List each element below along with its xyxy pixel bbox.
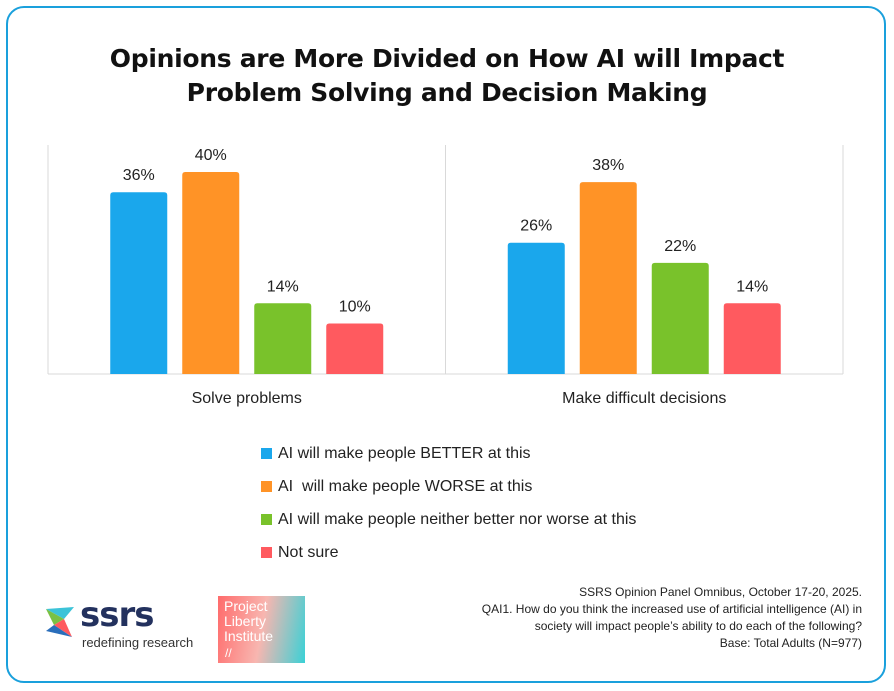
bar xyxy=(723,303,781,374)
source-line-2: QAI1. How do you think the increased use… xyxy=(481,602,862,616)
data-label: 36% xyxy=(123,167,155,184)
legend-swatch-not-sure xyxy=(261,547,272,558)
data-label: 22% xyxy=(664,238,696,255)
legend-label-worse: AI will make people WORSE at this xyxy=(278,477,533,495)
bar xyxy=(651,262,709,374)
data-label: 26% xyxy=(520,218,552,235)
legend-label-better: AI will make people BETTER at this xyxy=(278,444,531,462)
category-label: Make difficult decisions xyxy=(562,390,726,407)
project-liberty-line-2: Liberty xyxy=(224,613,267,629)
project-liberty-name: Project Liberty Institute xyxy=(224,599,273,644)
project-liberty-line-3: Institute xyxy=(224,628,274,644)
chart-title: Opinions are More Divided on How AI will… xyxy=(20,42,874,110)
source-line-4: Base: Total Adults (N=977) xyxy=(719,636,862,650)
chart-title-line-1: Opinions are More Divided on How AI will… xyxy=(109,44,785,73)
bar xyxy=(507,242,565,374)
legend-label-neither: AI will make people neither better nor w… xyxy=(278,510,637,528)
legend-item-neither: AI will make people neither better nor w… xyxy=(261,503,636,536)
bar xyxy=(110,192,168,374)
source-line-1: SSRS Opinion Panel Omnibus, October 17-2… xyxy=(579,585,862,599)
bar xyxy=(254,303,312,374)
legend: AI will make people BETTER at this AI wi… xyxy=(261,437,636,569)
bar xyxy=(579,182,637,374)
project-liberty-mark: // xyxy=(225,646,232,660)
legend-swatch-better xyxy=(261,448,272,459)
source-note: SSRS Opinion Panel Omnibus, October 17-2… xyxy=(482,584,862,652)
legend-label-not-sure: Not sure xyxy=(278,543,339,561)
data-label: 10% xyxy=(339,299,371,316)
bar xyxy=(182,172,240,374)
ssrs-tagline: redefining research xyxy=(82,635,194,650)
ssrs-wordmark: ssrs xyxy=(80,595,154,635)
project-liberty-line-1: Project xyxy=(224,598,268,614)
data-label: 14% xyxy=(736,278,768,295)
chart-title-line-2: Problem Solving and Decision Making xyxy=(186,78,708,107)
data-label: 40% xyxy=(195,147,227,164)
legend-swatch-neither xyxy=(261,514,272,525)
legend-swatch-worse xyxy=(261,481,272,492)
legend-item-better: AI will make people BETTER at this xyxy=(261,437,636,470)
bar xyxy=(326,323,384,374)
ssrs-logo-icon xyxy=(46,607,74,637)
source-line-3: society will impact people’s ability to … xyxy=(534,619,862,633)
project-liberty-logo: Project Liberty Institute // xyxy=(218,596,305,663)
category-label: Solve problems xyxy=(192,390,302,407)
ssrs-logo: ssrs redefining research xyxy=(44,595,194,653)
data-label: 38% xyxy=(592,157,624,174)
legend-item-not-sure: Not sure xyxy=(261,536,636,569)
data-label: 14% xyxy=(267,278,299,295)
legend-item-worse: AI will make people WORSE at this xyxy=(261,470,636,503)
